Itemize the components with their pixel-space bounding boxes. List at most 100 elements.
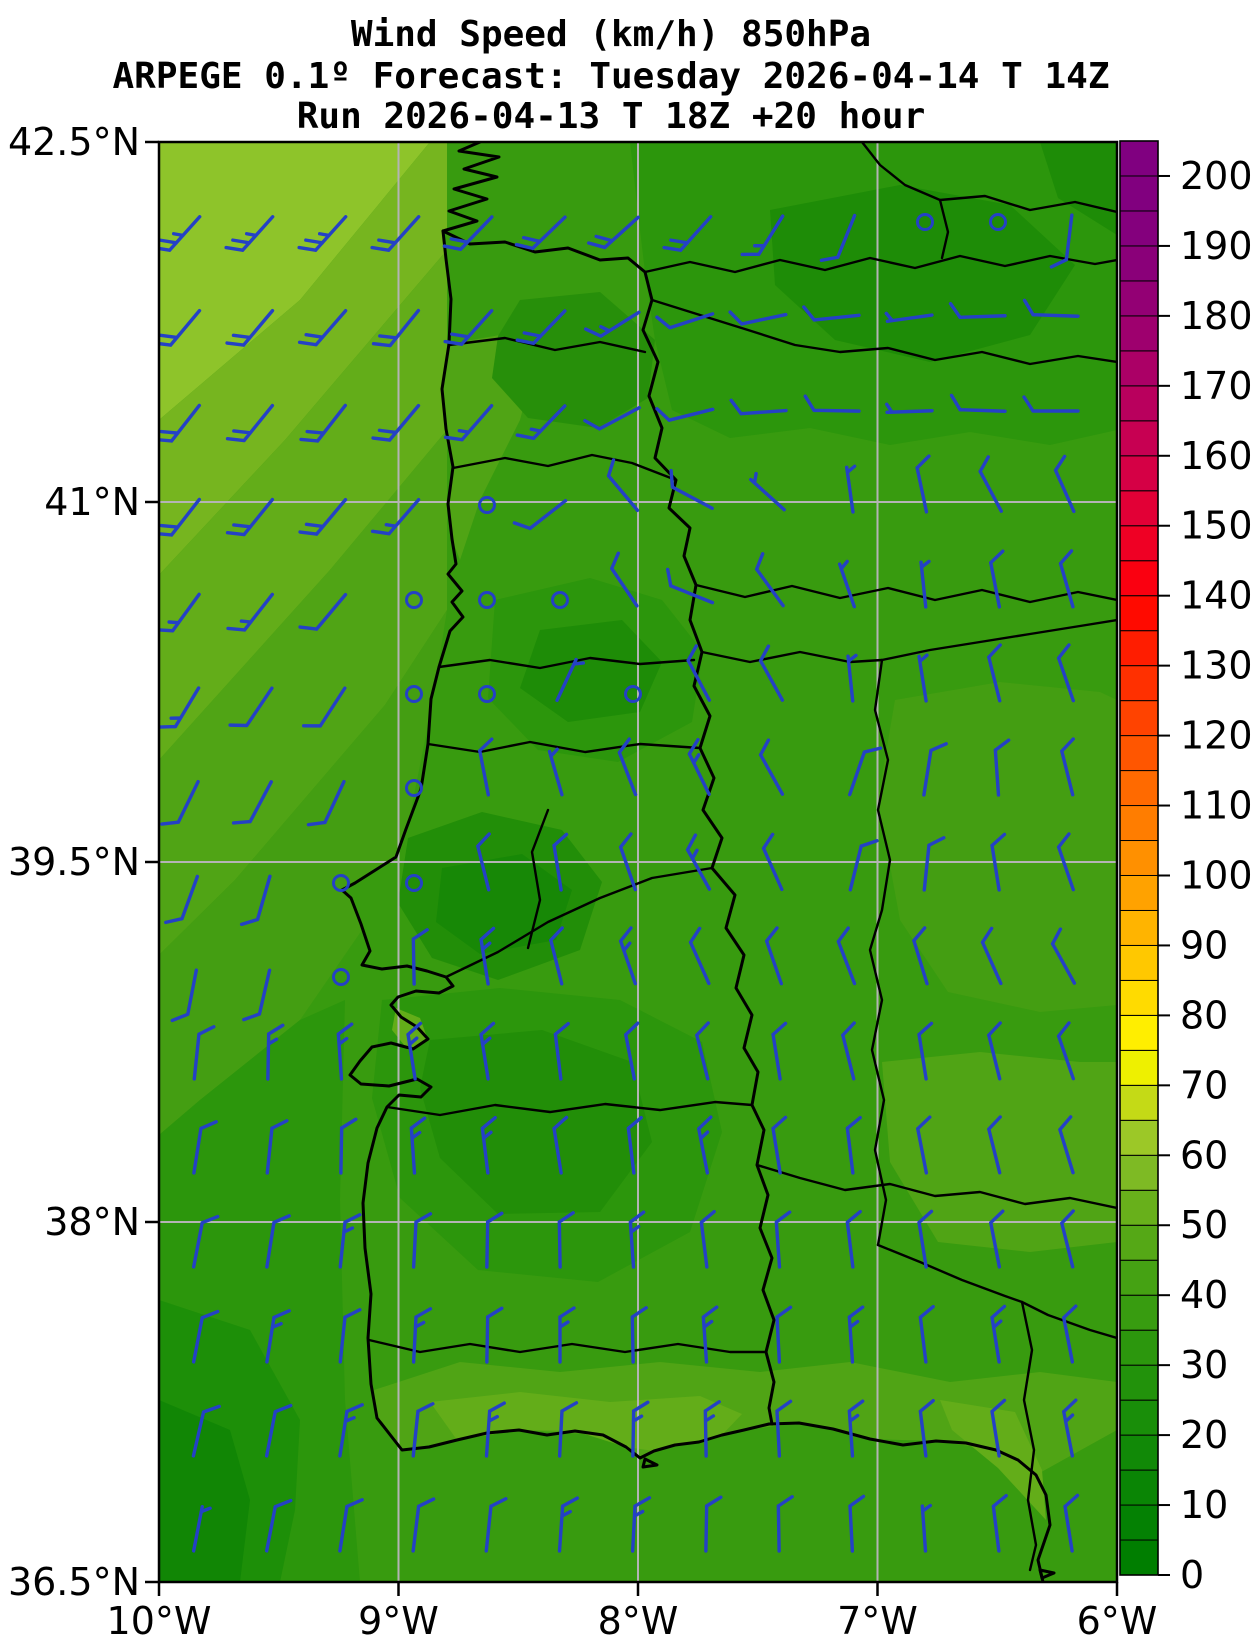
wind-barb — [728, 310, 788, 326]
wind-barb — [987, 643, 1002, 703]
wind-barb — [912, 926, 929, 986]
wind-barb — [993, 738, 1011, 797]
wind-barb — [547, 747, 564, 797]
colorbar-segment — [1119, 350, 1159, 387]
wind-barb — [662, 215, 713, 252]
wind-field-region — [159, 430, 447, 955]
wind-barb — [370, 215, 421, 252]
wind-barb — [630, 1306, 648, 1364]
wind-barb — [761, 832, 784, 892]
colorbar-tick-label: 0 — [1180, 1553, 1204, 1597]
province-boundary — [1020, 1300, 1038, 1572]
wind-barb — [771, 1021, 788, 1081]
wind-barb — [159, 686, 201, 729]
wind-barb — [1022, 395, 1080, 413]
district-boundary — [426, 740, 702, 754]
colorbar-segment — [1119, 874, 1159, 911]
wind-barb — [847, 1305, 865, 1364]
colorbar-segment — [1119, 1119, 1159, 1156]
calm-wind-circle — [405, 874, 423, 892]
wind-barb — [371, 403, 421, 442]
wind-barb — [1049, 213, 1074, 269]
district-boundary — [385, 1100, 754, 1117]
calm-wind-circle — [332, 874, 350, 892]
calm-wind-circle — [332, 968, 350, 986]
wind-barb — [485, 1306, 504, 1364]
colorbar-tick-label: 180 — [1180, 294, 1253, 338]
lon-tick-label: 8°W — [598, 1599, 679, 1643]
wind-barb — [228, 686, 274, 728]
wind-barb — [225, 403, 275, 443]
wind-barb — [557, 1401, 579, 1458]
wind-field-region — [159, 250, 447, 760]
wind-barb — [764, 926, 783, 986]
wind-field-region — [878, 682, 1117, 1012]
wind-barb — [265, 1119, 289, 1175]
wind-barb — [987, 1115, 1002, 1175]
wind-barb — [443, 309, 494, 346]
wind-barb — [774, 1210, 792, 1269]
wind-barb — [442, 215, 494, 252]
boundaries — [340, 142, 1117, 1582]
lat-tick-label: 39.5°N — [8, 840, 140, 884]
islet — [1038, 1568, 1056, 1580]
wind-barb — [758, 738, 785, 796]
wind-barb — [847, 1399, 865, 1458]
wind-barb — [265, 1214, 291, 1269]
wind-barb — [224, 215, 275, 252]
wind-barb — [549, 926, 564, 986]
wind-barb — [917, 653, 929, 703]
wind-barb — [338, 1403, 364, 1458]
colorbar-segment — [1119, 1364, 1159, 1401]
wind-barb — [336, 1022, 354, 1081]
wind-barb — [836, 926, 857, 986]
wind-barb — [264, 1403, 293, 1458]
wind-barb — [695, 1021, 710, 1081]
colorbar-segment — [1119, 175, 1159, 212]
colorbar-segment — [1119, 315, 1159, 352]
colorbar-segment — [1119, 490, 1159, 527]
lat-tick-label: 38°N — [44, 1200, 140, 1244]
wind-barb — [848, 1494, 866, 1553]
province-boundaries — [643, 142, 1117, 1572]
wind-barb — [299, 403, 348, 443]
colorbar-outline — [1119, 140, 1159, 1576]
wind-barb — [1053, 454, 1076, 514]
portugal-spain-border — [441, 229, 776, 1426]
wind-barb — [555, 657, 586, 703]
wind-barb — [775, 1305, 793, 1364]
wind-barb — [298, 592, 348, 631]
wind-barb — [688, 926, 711, 986]
figure-subtitle-run: Run 2026-04-13 T 18Z +20 hour — [297, 96, 926, 137]
calm-wind-circle — [478, 591, 496, 609]
calm-wind-circle — [989, 213, 1007, 231]
district-boundary — [444, 866, 714, 979]
wind-barb — [1062, 1304, 1078, 1364]
calm-wind-circle — [624, 685, 642, 703]
wind-barb — [1056, 832, 1075, 892]
wind-barb — [192, 1025, 216, 1081]
wind-barb — [480, 1115, 497, 1175]
wind-barb — [885, 402, 934, 415]
colorbar-segment — [1119, 525, 1159, 562]
province-boundary — [694, 583, 1117, 604]
wind-barb — [557, 1211, 575, 1269]
wind-barb — [991, 1493, 1008, 1553]
wind-barb — [884, 311, 934, 323]
wind-barb — [226, 592, 275, 632]
wind-barb — [1022, 298, 1080, 318]
wind-barb — [479, 926, 496, 986]
wind-barb — [624, 1021, 640, 1081]
wind-field-region — [420, 1030, 652, 1214]
wind-barb — [485, 1211, 504, 1269]
lat-tick-label: 42.5°N — [8, 120, 140, 164]
wind-barb — [740, 214, 785, 257]
wind-barb — [837, 559, 856, 609]
wind-barb — [845, 1115, 862, 1175]
wind-barb — [802, 305, 861, 322]
wind-barb — [610, 551, 639, 608]
wind-barb — [949, 393, 1007, 413]
wind-barb — [990, 1398, 1007, 1458]
wind-barb — [515, 404, 567, 441]
